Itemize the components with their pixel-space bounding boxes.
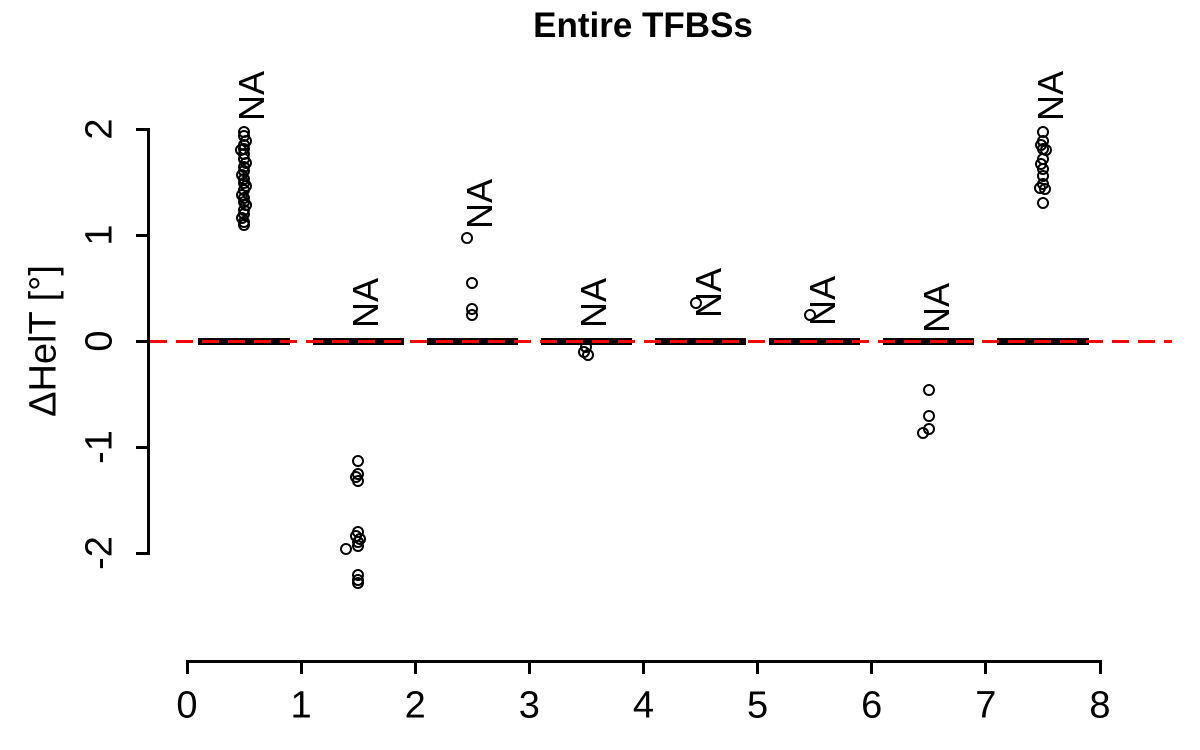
x-tick [984, 663, 988, 674]
outlier-point [922, 383, 935, 396]
x-axis [185, 660, 1102, 663]
x-tick-label: 7 [975, 684, 997, 727]
y-tick [136, 445, 147, 449]
na-label: NA [915, 282, 957, 333]
outlier-point [1036, 197, 1049, 210]
y-axis [147, 127, 150, 555]
na-label: NA [1029, 70, 1071, 121]
outlier-point [581, 348, 594, 361]
outlier-point [339, 542, 352, 555]
outlier-point [1039, 183, 1052, 196]
y-tick-label: -2 [78, 536, 121, 570]
outlier-point [352, 539, 365, 552]
outlier-point [922, 410, 935, 423]
outlier-point [804, 308, 817, 321]
outlier-point [689, 296, 702, 309]
y-tick [136, 339, 147, 343]
outlier-point [238, 219, 251, 232]
y-tick [136, 551, 147, 555]
y-tick [136, 127, 147, 131]
x-tick [756, 663, 760, 674]
x-tick-label: 2 [404, 684, 426, 727]
x-tick [642, 663, 645, 674]
y-axis-title: ΔHelT [°] [22, 265, 65, 417]
na-label: NA [687, 267, 729, 318]
x-tick [185, 663, 189, 674]
outlier-point [352, 474, 365, 487]
x-tick [1098, 663, 1102, 674]
x-tick [299, 663, 303, 674]
x-tick-label: 6 [861, 684, 883, 727]
x-tick [413, 663, 417, 674]
x-tick-label: 8 [1089, 684, 1111, 727]
y-tick [136, 233, 147, 237]
y-tick-label: 0 [78, 330, 121, 352]
na-label: NA [459, 178, 501, 229]
x-tick-label: 5 [747, 684, 769, 727]
x-tick [527, 663, 531, 674]
y-tick-label: 2 [78, 118, 121, 140]
outlier-point [352, 454, 365, 467]
y-tick-label: -1 [78, 430, 121, 464]
na-label: NA [573, 278, 615, 329]
x-tick-label: 0 [176, 684, 198, 727]
na-label: NA [801, 276, 843, 327]
x-tick-label: 4 [632, 684, 655, 727]
na-label: NA [345, 278, 387, 329]
x-tick-label: 1 [290, 684, 312, 727]
zero-reference-line [150, 339, 1172, 343]
outlier-point [917, 427, 930, 440]
outlier-point [466, 276, 479, 289]
outlier-point [460, 232, 473, 245]
chart-title: Entire TFBSs [533, 6, 753, 45]
x-tick [870, 663, 874, 674]
outlier-point [352, 576, 365, 589]
x-tick-label: 3 [518, 684, 540, 727]
y-tick-label: 1 [78, 224, 121, 246]
outlier-point [466, 308, 479, 321]
na-label: NA [231, 70, 273, 121]
